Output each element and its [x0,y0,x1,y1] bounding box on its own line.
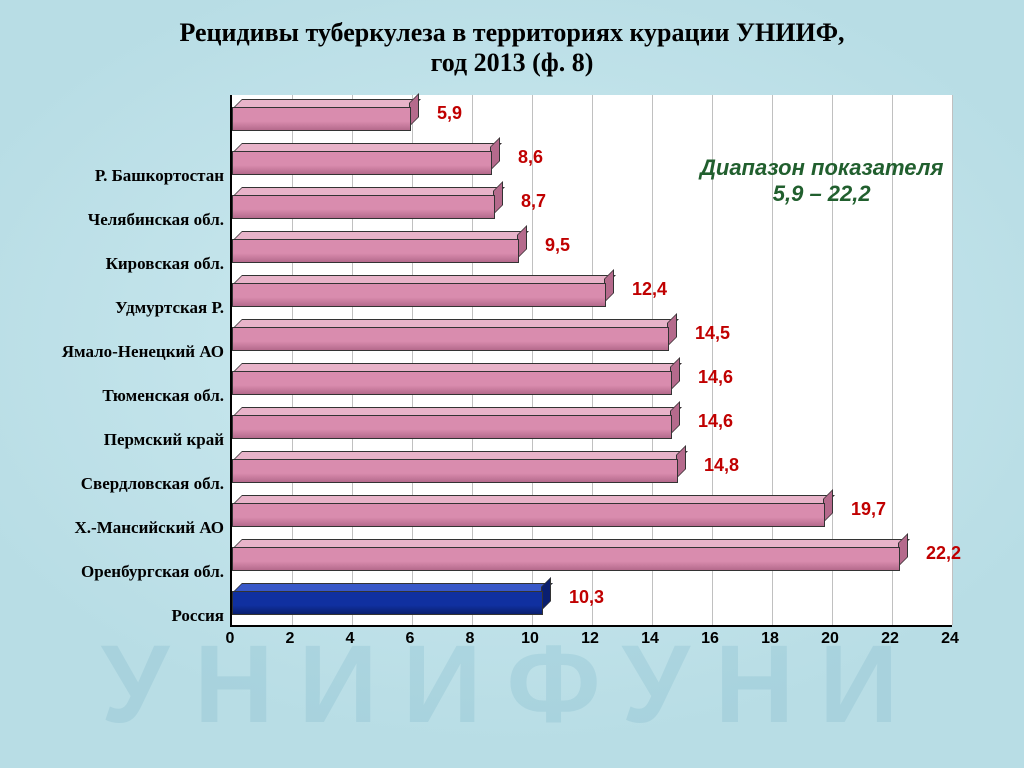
x-tick-label: 12 [581,630,599,648]
bar-front [232,371,672,395]
y-category-label: Х.-Мансийский АО [24,518,224,538]
x-tick-label: 16 [701,630,719,648]
bar-front [232,415,672,439]
x-tick-label: 14 [641,630,659,648]
y-category-label: Свердловская обл. [24,474,224,494]
bar-front [232,327,669,351]
bar-front [232,107,411,131]
y-category-label: Р. Башкортостан [24,166,224,186]
bar-front [232,503,825,527]
range-line2: 5,9 – 22,2 [773,181,871,206]
bar-value-label: 14,6 [698,367,733,388]
y-category-label: Оренбургская обл. [24,562,224,582]
bar-value-label: 8,7 [521,191,546,212]
y-category-label: Челябинская обл. [24,210,224,230]
x-tick-label: 24 [941,630,959,648]
x-tick-label: 6 [406,630,415,648]
bar-front [232,547,900,571]
bar-value-label: 14,5 [695,323,730,344]
title-line1: Рецидивы туберкулеза в территориях курац… [179,18,844,47]
bar-value-label: 10,3 [569,587,604,608]
bar-front [232,459,678,483]
bar-value-label: 14,8 [704,455,739,476]
bar-front [232,195,495,219]
y-category-label: Ямало-Ненецкий АО [24,342,224,362]
range-annotation: Диапазон показателя 5,9 – 22,2 [700,155,943,207]
title-line2: год 2013 (ф. 8) [431,48,594,77]
bar-value-label: 9,5 [545,235,570,256]
bar-value-label: 14,6 [698,411,733,432]
bar-front [232,283,606,307]
y-category-label: Россия [24,606,224,626]
bar-front [232,591,543,615]
x-tick-label: 8 [466,630,475,648]
bar-front [232,239,519,263]
bar-value-label: 8,6 [518,147,543,168]
bar-value-label: 22,2 [926,543,961,564]
y-category-label: Пермский край [24,430,224,450]
y-category-label: Кировская обл. [24,254,224,274]
x-tick-label: 10 [521,630,539,648]
bar-front [232,151,492,175]
chart-title: Рецидивы туберкулеза в территориях курац… [0,0,1024,88]
bar-value-label: 12,4 [632,279,667,300]
x-tick-label: 20 [821,630,839,648]
y-category-label: Тюменская обл. [24,386,224,406]
bar-value-label: 5,9 [437,103,462,124]
chart-area: 5,9 8,6 8,7 9,5 12,4 14,5 14,6 14,6 14,8 19,7 22,2… [230,95,970,655]
x-tick-label: 2 [286,630,295,648]
x-tick-label: 4 [346,630,355,648]
x-tick-label: 0 [226,630,235,648]
x-tick-label: 22 [881,630,899,648]
y-category-label: Удмуртская Р. [24,298,224,318]
x-tick-label: 18 [761,630,779,648]
range-line1: Диапазон показателя [700,155,943,180]
bar-value-label: 19,7 [851,499,886,520]
